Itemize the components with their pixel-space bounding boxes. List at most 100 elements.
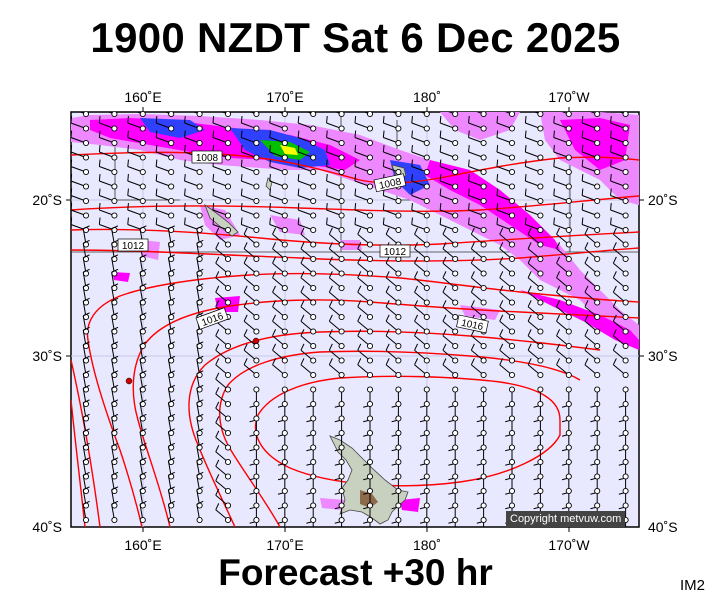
wind-station-circle	[508, 212, 516, 219]
wind-station-circle	[224, 473, 232, 480]
wind-station-circle	[508, 371, 516, 379]
wind-barb-flag	[300, 227, 305, 235]
wind-station-circle	[537, 183, 544, 190]
wind-station-circle	[537, 226, 544, 234]
wind-station-circle	[395, 270, 402, 277]
wind-barb-flag	[300, 314, 305, 322]
wind-station-circle	[253, 197, 260, 205]
wind-barb-flag	[383, 102, 384, 109]
wind-station-circle	[82, 212, 90, 219]
wind-barb-flag	[610, 159, 612, 167]
wind-station-circle	[508, 400, 516, 408]
wind-station-circle	[594, 386, 601, 393]
lat-label-right: 20˚S	[648, 192, 678, 208]
wind-station-circle	[565, 299, 572, 306]
wind-barb-flag	[139, 370, 147, 375]
wind-station-circle	[452, 212, 459, 219]
wind-station-circle	[168, 183, 175, 190]
wind-station-circle	[139, 168, 146, 176]
wind-barb-flag	[612, 256, 617, 264]
wind-station-circle	[452, 197, 459, 205]
wind-barb-flag	[212, 188, 215, 196]
wind-barb-flag	[111, 399, 119, 404]
wind-barb-flag	[98, 217, 101, 225]
wind-station-circle	[508, 139, 516, 147]
wind-station-circle	[366, 125, 374, 132]
wind-station-circle	[537, 125, 544, 132]
wind-barb-flag	[111, 225, 119, 230]
wind-station-circle	[594, 415, 601, 422]
wind-barb-flag	[414, 227, 419, 235]
wind-barb-flag	[297, 203, 300, 211]
wind-barb-flag	[243, 271, 248, 278]
wind-station-circle	[594, 168, 601, 176]
wind-barb-flag	[168, 283, 176, 288]
wind-station-circle	[253, 299, 260, 306]
model-label: IM2	[679, 577, 705, 594]
wind-barb-flag	[527, 358, 532, 365]
wind-station-circle	[452, 226, 459, 234]
wind-barb-flag	[414, 343, 419, 351]
wind-station-circle	[310, 241, 317, 248]
wind-station-circle	[366, 139, 374, 147]
wind-barb-flag	[240, 188, 243, 196]
wind-barb-flag	[581, 217, 584, 225]
wind-barb-flag	[71, 159, 73, 167]
axis-ticks	[66, 107, 644, 532]
wind-station-circle	[310, 168, 317, 176]
wind-station-circle	[622, 197, 629, 205]
wind-station-circle	[565, 226, 572, 234]
wind-station-circle	[537, 342, 544, 350]
wind-station-circle	[622, 125, 629, 132]
wind-station-circle	[281, 183, 288, 190]
wind-station-circle	[395, 357, 402, 364]
wind-barb-flag	[269, 217, 271, 225]
wind-station-circle	[111, 154, 118, 161]
wind-barb-flag	[524, 159, 527, 167]
wind-station-circle	[480, 371, 487, 379]
wind-station-circle	[338, 299, 345, 306]
wind-station-circle	[480, 226, 487, 234]
wind-barb-flag	[499, 300, 504, 307]
wind-barb-flag	[468, 130, 470, 138]
wind-station-circle	[310, 400, 317, 408]
wind-station-circle	[622, 458, 629, 466]
wind-station-circle	[594, 357, 601, 364]
wind-barb-flag	[527, 329, 532, 336]
wind-barb-flag	[527, 300, 532, 307]
wind-station-circle	[423, 444, 430, 451]
wind-barb-flag	[414, 314, 419, 322]
wind-station-circle	[565, 400, 572, 408]
wind-station-circle	[594, 400, 601, 408]
wind-barb-flag	[414, 285, 419, 293]
wind-station-circle	[224, 197, 232, 205]
wind-station-circle	[366, 112, 374, 118]
wind-station-circle	[452, 415, 459, 422]
wind-barb-flag	[326, 203, 328, 211]
wind-station-circle	[366, 502, 374, 509]
wind-station-circle	[423, 255, 430, 263]
wind-station-circle	[565, 183, 572, 190]
wind-station-circle	[423, 473, 430, 480]
wind-barb-flag	[215, 285, 220, 293]
wind-station-circle	[281, 342, 288, 350]
wind-barb-flag	[553, 217, 555, 225]
wind-barb-flag	[610, 203, 612, 211]
wind-station-circle	[253, 342, 260, 350]
wind-barb-flag	[326, 188, 328, 196]
wind-barb-flag	[328, 329, 333, 336]
wind-station-circle	[253, 125, 260, 132]
wind-station-circle	[508, 458, 516, 466]
wind-station-circle	[310, 125, 317, 132]
wind-barb-flag	[139, 486, 147, 491]
wind-station-circle	[480, 429, 487, 437]
wind-station-circle	[594, 328, 601, 335]
wind-barb-flag	[470, 256, 475, 264]
wind-barb-flag	[357, 271, 362, 278]
isobar-label: 1012	[122, 241, 145, 252]
wind-station-circle	[508, 125, 516, 132]
wind-station-circle	[594, 429, 601, 437]
wind-station-circle	[224, 125, 232, 132]
wind-station-circle	[423, 112, 430, 118]
wind-barb-flag	[300, 300, 305, 307]
